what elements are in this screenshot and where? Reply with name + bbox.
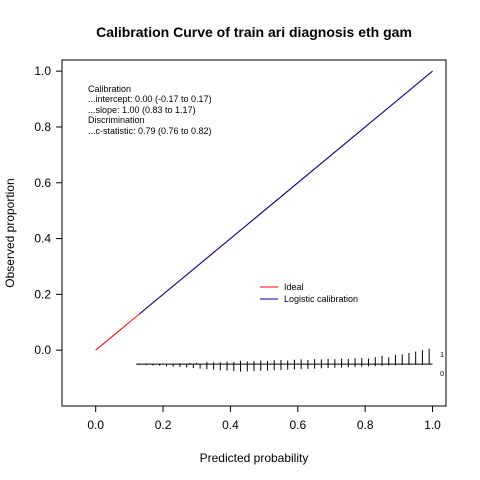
rug-layer: 10 xyxy=(136,348,444,378)
series-layer xyxy=(95,70,433,351)
plot-frame xyxy=(61,59,447,407)
x-tick-label: 0.2 xyxy=(155,418,172,432)
annotation-c-statistic: ...c-statistic: 0.79 (0.76 to 0.82) xyxy=(88,126,212,136)
x-tick-label: 0.4 xyxy=(222,418,239,432)
logistic-calibration-line xyxy=(139,70,433,315)
x-tick-label: 0.6 xyxy=(289,418,306,432)
x-axis-label: Predicted probability xyxy=(200,451,309,465)
x-axis: 0.0 0.2 0.4 0.6 0.8 1.0 xyxy=(87,406,441,432)
y-tick-label: 0.4 xyxy=(34,232,51,246)
x-tick-label: 1.0 xyxy=(424,418,441,432)
y-tick-label: 0.6 xyxy=(34,176,51,190)
y-axis: 0.0 0.2 0.4 0.6 0.8 1.0 xyxy=(34,64,62,357)
annotation-block: Calibration ...intercept: 0.00 (-0.17 to… xyxy=(88,84,212,136)
annotation-intercept: ...intercept: 0.00 (-0.17 to 0.17) xyxy=(88,94,212,104)
rug-label-lower: 0 xyxy=(440,371,444,378)
rug-label-upper: 1 xyxy=(440,352,444,359)
y-tick-label: 0.2 xyxy=(34,287,51,301)
annotation-discrimination-heading: Discrimination xyxy=(88,115,145,125)
legend-label-logistic: Logistic calibration xyxy=(284,294,358,304)
legend-label-ideal: Ideal xyxy=(284,282,304,292)
chart-title: Calibration Curve of train ari diagnosis… xyxy=(96,24,412,40)
legend: Ideal Logistic calibration xyxy=(260,282,358,304)
y-tick-label: 0.8 xyxy=(34,120,51,134)
y-tick-label: 1.0 xyxy=(34,64,51,78)
x-tick-label: 0.8 xyxy=(357,418,374,432)
y-axis-label: Observed proportion xyxy=(3,178,17,287)
x-tick-label: 0.0 xyxy=(87,418,104,432)
annotation-slope: ...slope: 1.00 (0.83 to 1.17) xyxy=(88,105,196,115)
y-tick-label: 0.0 xyxy=(34,343,51,357)
annotation-calibration-heading: Calibration xyxy=(88,84,131,94)
